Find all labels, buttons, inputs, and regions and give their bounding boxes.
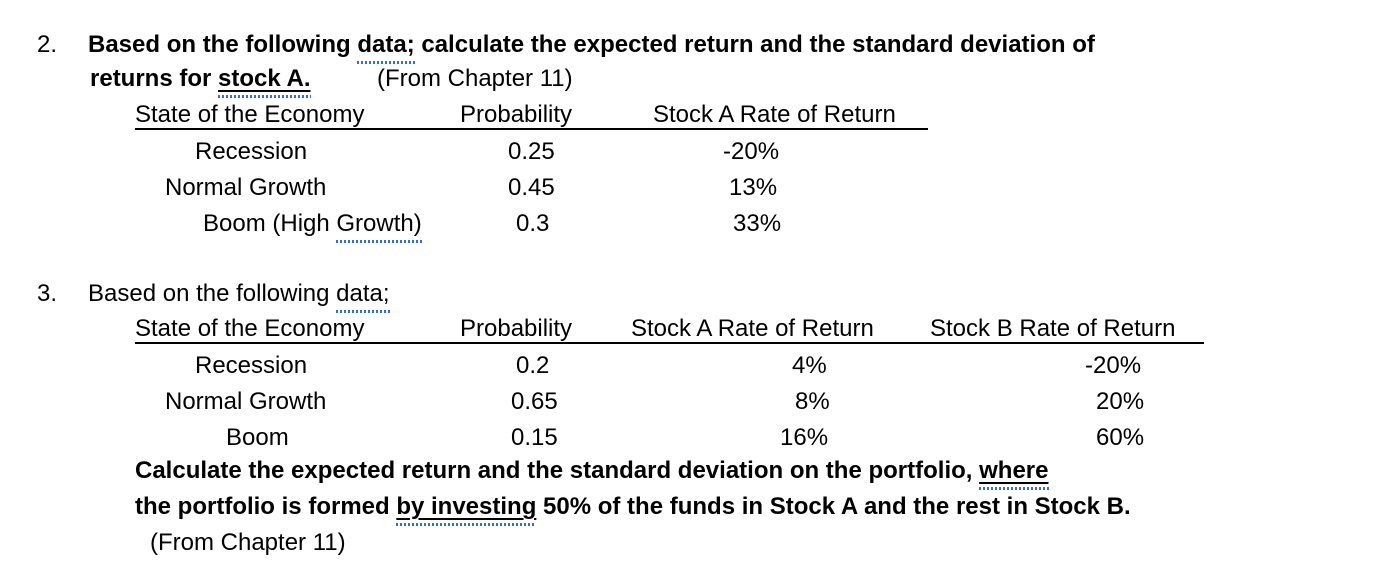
q3-calc-line2: the portfolio is formed by investing 50%… — [135, 493, 1131, 526]
q2-header-rule — [135, 128, 928, 130]
q3-prompt-text-a: Based on the following — [88, 280, 337, 307]
q2-row3-state-a: Boom (High — [203, 210, 337, 237]
q3-row1-probability: 0.2 — [516, 352, 550, 379]
q3-row2-state: Normal Growth — [165, 388, 327, 415]
q2-source: (From Chapter 11) — [377, 65, 573, 92]
q2-prompt-text-b: calculate the expected return and the st… — [414, 31, 1095, 58]
q3-row3-return-a: 16% — [780, 424, 829, 451]
q3-row1-state: Recession — [195, 352, 308, 379]
q3-data-word: data; — [336, 280, 390, 313]
q3-row3-state: Boom — [226, 424, 289, 451]
q2-returns-for: returns for — [90, 65, 219, 92]
q3-row2-return-b: 20% — [1096, 388, 1145, 415]
q3-calc-text-a: Calculate the expected return and the st… — [135, 457, 980, 484]
q3-calc-by-investing: by investing — [396, 493, 537, 526]
q2-header-probability: Probability — [460, 101, 573, 128]
q3-prompt-line1: Based on the following data; — [88, 280, 390, 313]
q3-row3-probability: 0.15 — [511, 424, 558, 451]
q2-row3-return-a: 33% — [733, 210, 782, 237]
q2-row1-state: Recession — [195, 138, 308, 165]
q2-row1-probability: 0.25 — [508, 138, 555, 165]
q2-data-word: data; — [357, 31, 416, 64]
q3-row1-return-b: -20% — [1085, 352, 1142, 379]
q2-row3-probability: 0.3 — [516, 210, 550, 237]
q3-header-rule — [135, 342, 1204, 344]
q2-stock-a: stock A. — [218, 65, 311, 98]
q2-row2-return-a: 13% — [729, 174, 778, 201]
q3-header-return-a: Stock A Rate of Return — [631, 315, 874, 342]
q3-row3-return-b: 60% — [1096, 424, 1145, 451]
q3-calc-text-c: 50% of the funds in Stock A and the rest… — [536, 493, 1131, 520]
q3-header-state: State of the Economy — [135, 315, 365, 342]
q3-row2-probability: 0.65 — [511, 388, 558, 415]
q2-row2-probability: 0.45 — [508, 174, 555, 201]
q2-prompt-line2: returns for stock A. — [90, 65, 311, 98]
q2-prompt-line1: Based on the following data; calculate t… — [88, 31, 1095, 64]
q2-row3-state-b: Growth) — [336, 210, 423, 243]
q3-calc-where: where — [979, 457, 1049, 490]
q2-number: 2. — [37, 31, 58, 58]
q3-row1-return-a: 4% — [792, 352, 827, 379]
q2-row1-return-a: -20% — [723, 138, 780, 165]
q2-row3-state: Boom (High Growth) — [203, 210, 423, 243]
q3-calc-text-b: the portfolio is formed — [135, 493, 397, 520]
q3-source: (From Chapter 11) — [150, 529, 346, 556]
q2-row2-state: Normal Growth — [165, 174, 327, 201]
q3-header-return-b: Stock B Rate of Return — [930, 315, 1176, 342]
q3-number: 3. — [37, 280, 58, 307]
q3-header-probability: Probability — [460, 315, 573, 342]
q2-header-state: State of the Economy — [135, 101, 365, 128]
q3-row2-return-a: 8% — [795, 388, 830, 415]
q3-calc-line1: Calculate the expected return and the st… — [135, 457, 1049, 490]
q2-header-return-a: Stock A Rate of Return — [653, 101, 896, 128]
q2-prompt-text-a: Based on the following — [88, 31, 358, 58]
